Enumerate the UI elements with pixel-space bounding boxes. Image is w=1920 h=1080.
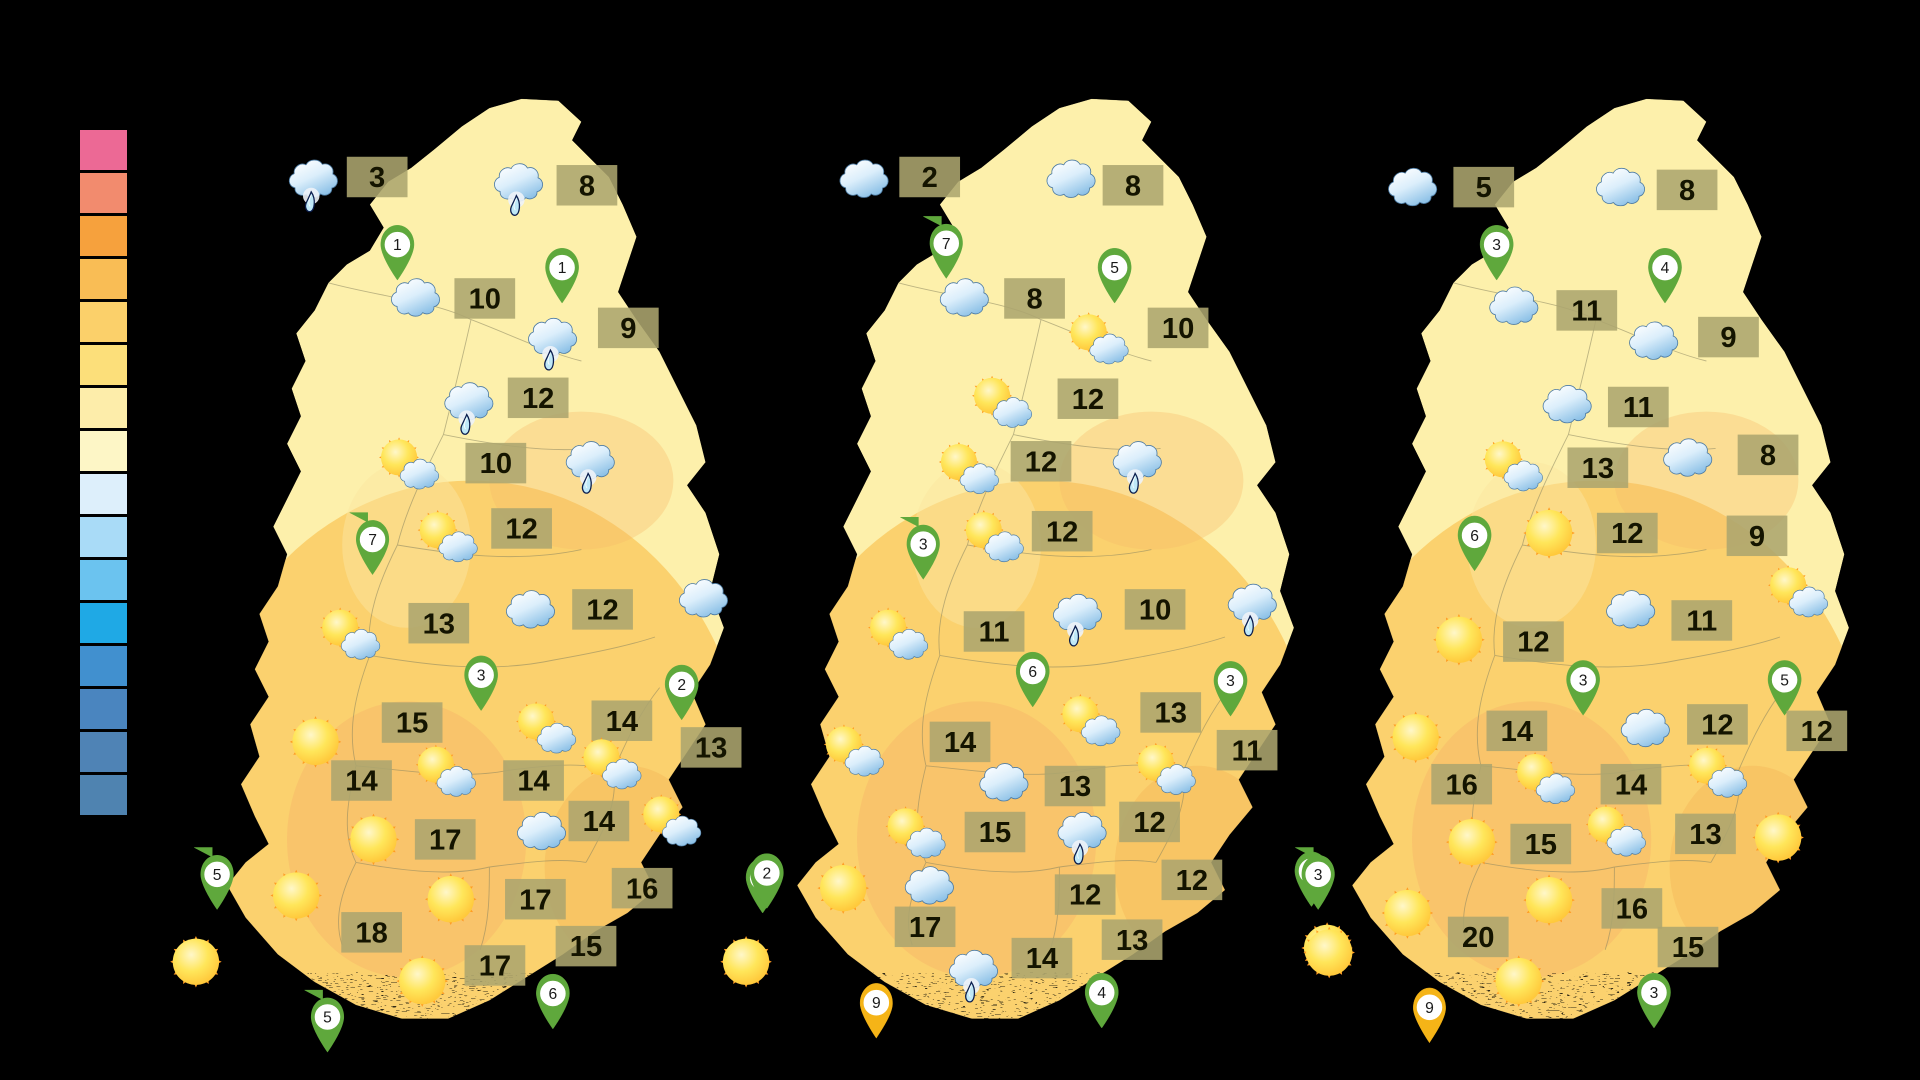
svg-text:6: 6 [1028, 664, 1037, 681]
svg-text:3: 3 [919, 537, 928, 554]
svg-text:4: 4 [1661, 260, 1670, 277]
svg-text:2: 2 [677, 677, 686, 694]
svg-text:3: 3 [1314, 867, 1323, 884]
svg-text:3: 3 [1492, 237, 1501, 254]
svg-text:3: 3 [477, 668, 486, 685]
svg-text:3: 3 [1650, 985, 1659, 1002]
svg-text:6: 6 [1470, 528, 1479, 545]
svg-text:1: 1 [393, 237, 402, 254]
svg-text:5: 5 [1780, 672, 1789, 689]
svg-text:9: 9 [1425, 1000, 1434, 1017]
svg-text:5: 5 [1110, 260, 1119, 277]
svg-text:5: 5 [323, 1009, 332, 1026]
svg-text:6: 6 [549, 986, 558, 1003]
svg-text:3: 3 [1226, 673, 1235, 690]
svg-text:7: 7 [942, 236, 951, 253]
svg-text:5: 5 [213, 867, 222, 884]
svg-text:2: 2 [762, 866, 771, 883]
svg-text:3: 3 [1579, 672, 1588, 689]
svg-text:1: 1 [558, 260, 567, 277]
svg-text:9: 9 [872, 995, 881, 1012]
svg-text:4: 4 [1097, 985, 1106, 1002]
svg-text:7: 7 [368, 532, 377, 549]
